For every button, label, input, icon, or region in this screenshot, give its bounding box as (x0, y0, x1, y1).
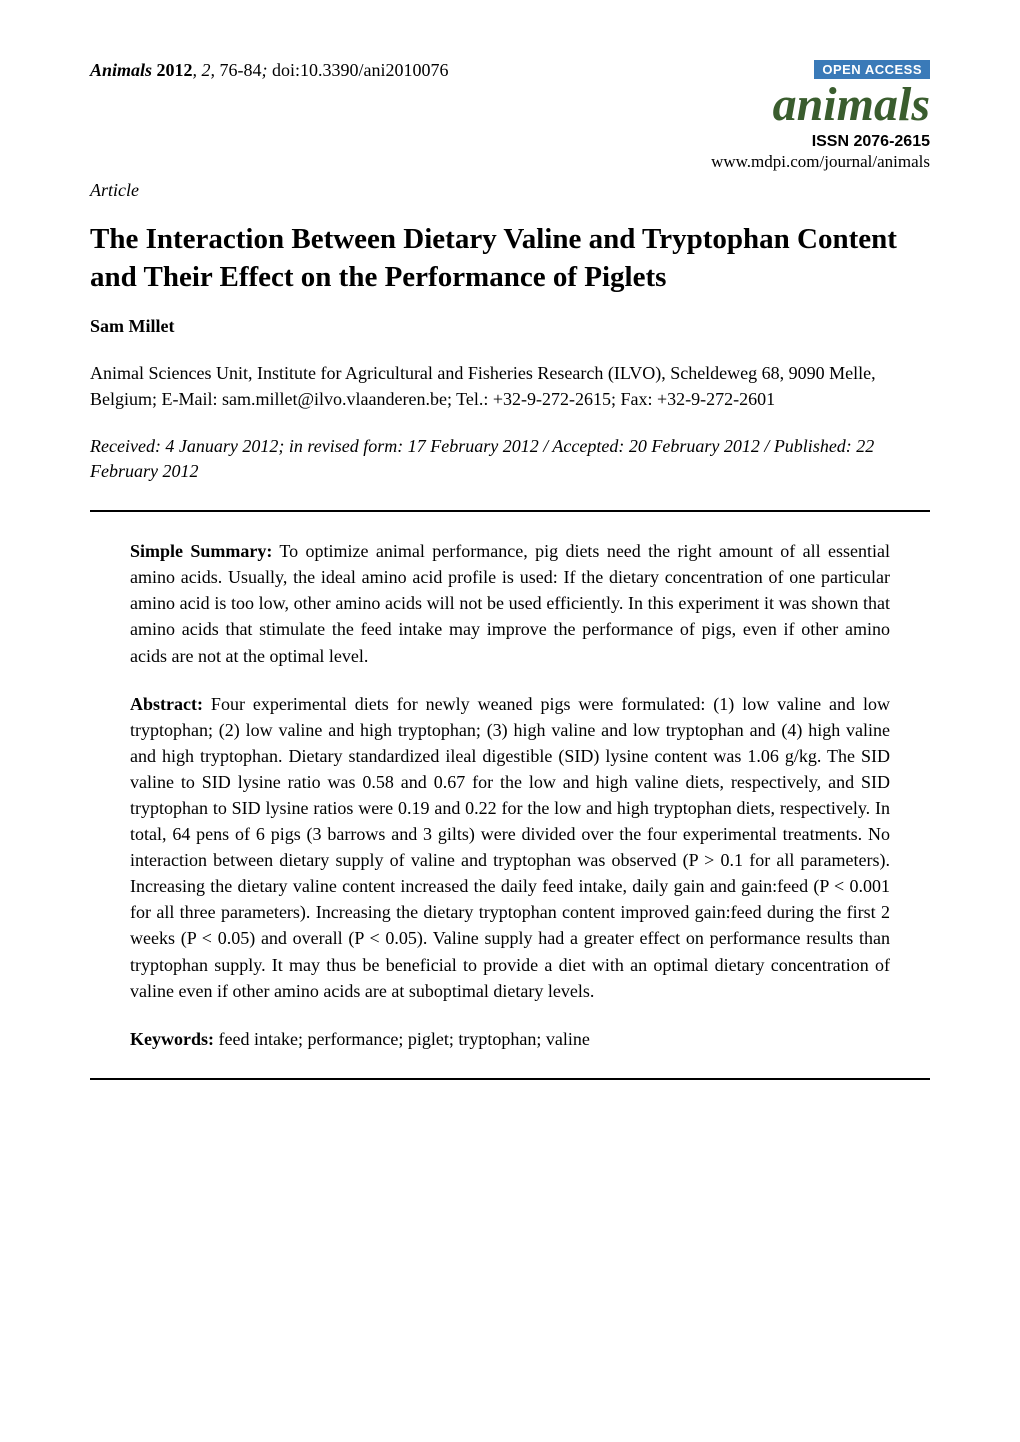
abstract-label: Abstract: (130, 694, 203, 714)
abstract: Abstract: Four experimental diets for ne… (130, 691, 890, 1004)
ref-sep-3: ; (262, 60, 273, 80)
open-access-badge: OPEN ACCESS (814, 60, 930, 79)
keywords: Keywords: feed intake; performance; pigl… (130, 1026, 890, 1052)
abstract-block: Simple Summary: To optimize animal perfo… (90, 538, 930, 1052)
article-type: Article (90, 180, 930, 201)
article-authors: Sam Millet (90, 316, 930, 337)
section-rule-top (90, 510, 930, 512)
journal-reference: Animals 2012, 2, 76-84; doi:10.3390/ani2… (90, 60, 449, 81)
simple-summary: Simple Summary: To optimize animal perfo… (130, 538, 890, 668)
issn: ISSN 2076-2615 (711, 133, 930, 151)
brand-block: OPEN ACCESS animals ISSN 2076-2615 www.m… (711, 60, 930, 172)
keywords-text: feed intake; performance; piglet; trypto… (214, 1029, 590, 1049)
section-rule-bottom (90, 1078, 930, 1080)
ref-sep-1: , (193, 60, 202, 80)
journal-volume: 2 (202, 60, 211, 80)
journal-website: www.mdpi.com/journal/animals (711, 152, 930, 172)
article-dates: Received: 4 January 2012; in revised for… (90, 434, 930, 484)
abstract-text: Four experimental diets for newly weaned… (130, 694, 890, 1001)
simple-summary-label: Simple Summary: (130, 541, 272, 561)
keywords-label: Keywords: (130, 1029, 214, 1049)
journal-doi: doi:10.3390/ani2010076 (272, 60, 449, 80)
journal-name: Animals (90, 60, 152, 80)
ref-sep-2: , (211, 60, 220, 80)
author-affiliation: Animal Sciences Unit, Institute for Agri… (90, 361, 930, 411)
journal-year: 2012 (157, 60, 193, 80)
brand-title: animals (711, 81, 930, 129)
article-title: The Interaction Between Dietary Valine a… (90, 221, 930, 296)
journal-pages: 76-84 (220, 60, 262, 80)
header-row: Animals 2012, 2, 76-84; doi:10.3390/ani2… (90, 60, 930, 172)
